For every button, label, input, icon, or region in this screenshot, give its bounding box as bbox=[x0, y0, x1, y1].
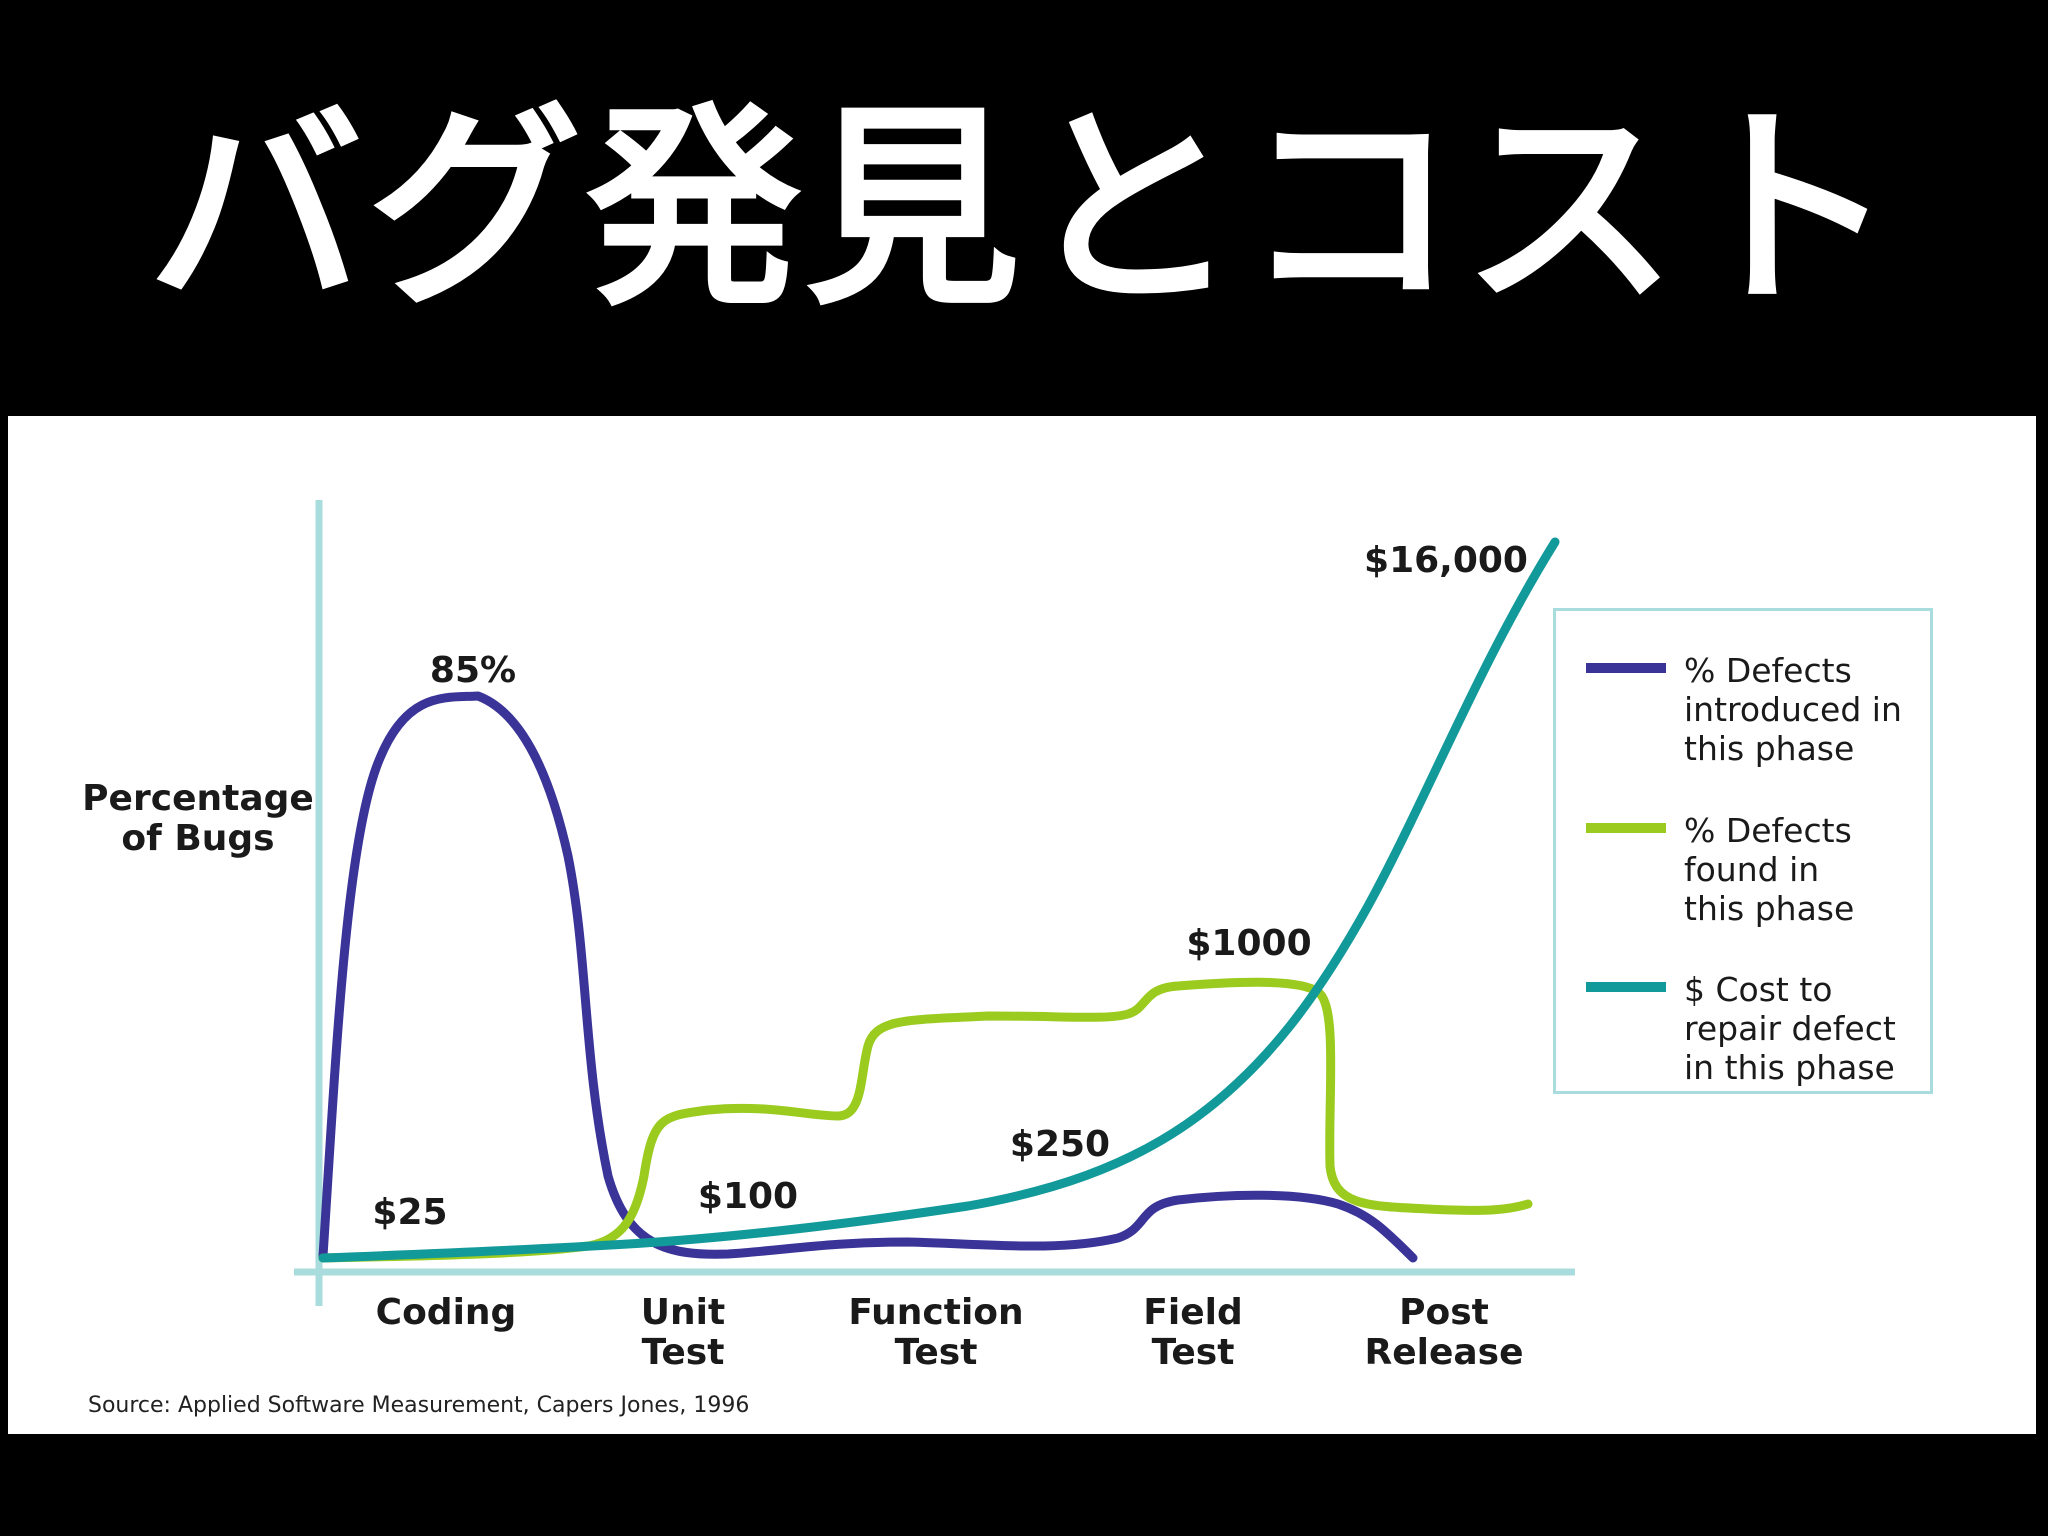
x-tick-label: Post bbox=[1399, 1292, 1489, 1333]
series-line-introduced bbox=[318, 691, 1418, 1263]
y-axis-label-line-2: of Bugs bbox=[121, 818, 274, 859]
slide-title: バグ発見とコスト bbox=[148, 83, 1900, 335]
x-tick-label: Test bbox=[642, 1332, 725, 1373]
data-label-cost-post: $16,000 bbox=[1364, 540, 1528, 581]
x-tick-label: Function bbox=[848, 1292, 1023, 1333]
x-tick-label: Unit bbox=[641, 1292, 725, 1333]
legend-swatch-found bbox=[1586, 823, 1666, 833]
legend-label-introduced: % Defects introduced in this phase bbox=[1684, 651, 1902, 768]
x-tick-label: Coding bbox=[376, 1292, 517, 1333]
legend-swatch-cost bbox=[1586, 982, 1666, 992]
source-note: Source: Applied Software Measurement, Ca… bbox=[88, 1393, 750, 1418]
legend-label-found: % Defects found in this phase bbox=[1684, 811, 1855, 928]
legend-swatch-introduced bbox=[1586, 663, 1666, 673]
series-line-cost bbox=[318, 537, 1560, 1263]
data-label-cost-coding: $25 bbox=[372, 1192, 447, 1233]
x-tick-label: Field bbox=[1143, 1292, 1242, 1333]
x-tick-label: Test bbox=[895, 1332, 978, 1373]
data-label-cost-function: $250 bbox=[1010, 1124, 1110, 1165]
chart: Percentage of Bugs Coding Unit Test Func… bbox=[8, 416, 2036, 1434]
chart-legend: % Defects introduced in this phase % Def… bbox=[1553, 608, 1933, 1094]
x-tick-label: Release bbox=[1364, 1332, 1523, 1373]
x-tick-label: Test bbox=[1152, 1332, 1235, 1373]
data-label-cost-field: $1000 bbox=[1186, 923, 1311, 964]
data-label-cost-unit: $100 bbox=[698, 1176, 798, 1217]
chart-panel: Percentage of Bugs Coding Unit Test Func… bbox=[8, 416, 2036, 1434]
chart-svg: Percentage of Bugs Coding Unit Test Func… bbox=[82, 500, 1575, 1373]
series-line-found bbox=[318, 977, 1533, 1263]
legend-label-cost: $ Cost to repair defect in this phase bbox=[1684, 970, 1896, 1087]
data-label-85pct: 85% bbox=[430, 650, 516, 691]
y-axis-label-line-1: Percentage bbox=[82, 778, 314, 819]
